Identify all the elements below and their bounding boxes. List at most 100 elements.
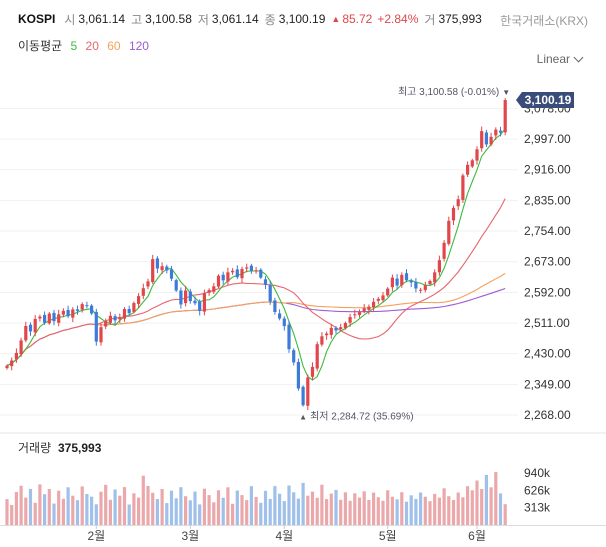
volume-bar [404,501,409,525]
candle-body [99,327,103,343]
volume-bar [245,500,249,525]
volume-bar [71,495,75,525]
volume-bar [198,504,202,525]
candle-body [381,295,385,301]
volume-bar [113,489,117,525]
open-label: 시 [64,12,76,27]
candle-body [480,131,484,149]
ma-legend-5[interactable]: 5 [70,39,78,53]
volume-bar [362,491,366,525]
volume-bar [137,497,141,525]
volume-bar [155,499,159,525]
candle-body [287,324,291,350]
volume-tick-label: 626k [524,483,551,497]
volume-bar [470,490,474,525]
volume-value: 375,993 [438,12,482,26]
candle-body [245,267,249,269]
ma-legend-120[interactable]: 120 [128,39,149,53]
volume-bar [334,489,338,525]
candle-body [169,269,174,279]
ma-legend-title: 이동평균 [18,39,63,53]
y-tick-label: 2,754.00 [524,224,571,238]
candle-body [38,316,42,319]
volume-bar [202,488,206,525]
candle-body [137,296,141,304]
candle-body [376,298,380,301]
volume-bar [494,472,498,525]
volume-bar [141,475,145,525]
volume-bar [122,487,127,525]
x-tick-label: 4월 [275,529,293,543]
volume-bar [14,492,18,525]
volume-bar [451,500,456,525]
candle-body [231,270,235,273]
volume-bar [108,499,112,525]
volume-bar [127,504,131,525]
candle-body [414,281,418,289]
candle-body [80,304,84,310]
candle-body [451,207,456,221]
candle-body [329,327,333,335]
volume-bar [259,502,263,525]
scale-type-select[interactable]: Linear [537,52,584,66]
candle-body [28,324,33,332]
ma-legend-60[interactable]: 60 [107,39,121,53]
volume-bar [80,486,84,525]
volume-bar [292,492,296,525]
candle-body [104,321,108,327]
candle-body [357,312,362,315]
volume-bar [10,505,14,525]
candle-body [259,269,263,278]
candle-body [118,317,122,320]
candle-body [14,352,18,360]
volume-bar [132,493,136,525]
volume-bar [94,504,98,525]
candle-body [325,333,329,336]
volume-bar [5,499,9,525]
candle-body [372,301,376,308]
candle-body [10,360,14,367]
moving-average-legend: 이동평균 5 20 60 120 [18,37,154,54]
y-tick-label: 2,997.00 [524,132,571,146]
exchange-name: 한국거래소(KRX) [500,14,588,28]
candle-body [475,149,479,161]
volume-bar [480,489,484,525]
volume-bar [409,495,413,525]
candle-body [179,290,183,305]
candle-body [278,313,282,319]
volume-bar [466,486,470,525]
candle-body [395,278,399,286]
candle-body [386,288,390,296]
y-tick-label: 2,268.00 [524,408,571,422]
volume-bar [240,495,244,525]
low-value: 3,061.14 [211,12,259,26]
volume-bar [489,487,493,525]
candle-body [221,274,225,281]
high-label: 고 [131,12,143,27]
volume-bar [447,496,451,525]
volume-bar [118,495,122,525]
volume-bar [268,498,272,525]
candle-body [334,327,338,331]
candle-body [428,281,432,285]
volume-bar [287,485,291,525]
y-tick-label: 2,835.00 [524,193,571,207]
candle-body [296,362,300,389]
candle-body [263,279,268,285]
volume-bar [376,497,380,525]
candle-body [254,270,258,272]
volume-bar [367,500,371,525]
price-header: KOSPI 시 3,061.14 고 3,100.58 저 3,061.14 종 3,1… [18,10,488,28]
candle-body [90,305,94,314]
ma-legend-20[interactable]: 20 [85,39,99,53]
volume-bar [386,490,390,525]
candle-body [174,280,178,291]
volume-bar [231,503,235,525]
candle-body [353,314,357,316]
candle-body [108,315,112,323]
y-tick-label: 2,511.00 [524,316,570,330]
candle-body [85,305,89,307]
volume-bar [414,498,418,525]
volume-bar [169,490,174,525]
